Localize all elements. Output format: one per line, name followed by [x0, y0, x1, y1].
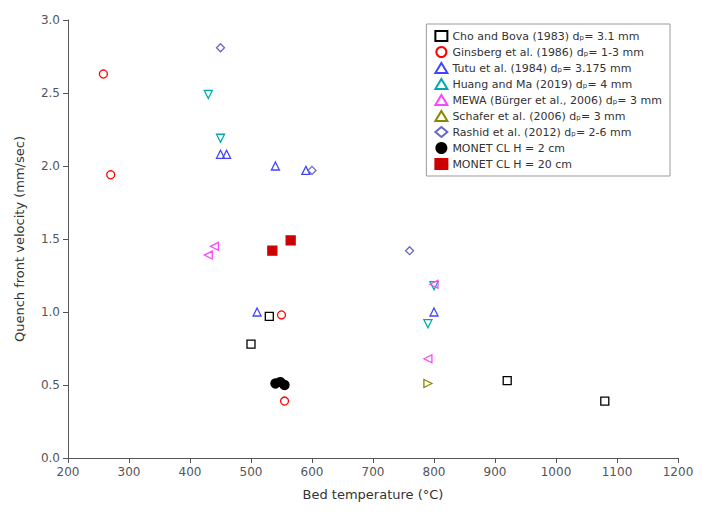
svg-text:MONET CL H = 2 cm: MONET CL H = 2 cm — [452, 142, 565, 155]
svg-text:1000: 1000 — [541, 465, 572, 479]
svg-text:700: 700 — [362, 465, 385, 479]
svg-text:2.0: 2.0 — [41, 159, 60, 173]
svg-text:Tutu et al. (1984) dₚ= 3.175 m: Tutu et al. (1984) dₚ= 3.175 mm — [451, 62, 631, 75]
svg-text:MONET CL H = 20 cm: MONET CL H = 20 cm — [452, 158, 572, 171]
svg-text:1.0: 1.0 — [41, 305, 60, 319]
svg-text:1100: 1100 — [602, 465, 633, 479]
svg-text:1200: 1200 — [663, 465, 694, 479]
svg-text:500: 500 — [240, 465, 263, 479]
svg-text:Schafer et al. (2006) dₚ= 3 mm: Schafer et al. (2006) dₚ= 3 mm — [452, 110, 625, 123]
svg-text:1.5: 1.5 — [41, 232, 60, 246]
svg-text:900: 900 — [484, 465, 507, 479]
svg-text:Huang and Ma (2019) dₚ= 4 mm: Huang and Ma (2019) dₚ= 4 mm — [452, 78, 632, 91]
svg-text:300: 300 — [118, 465, 141, 479]
svg-text:0.5: 0.5 — [41, 378, 60, 392]
svg-text:Bed temperature (°C): Bed temperature (°C) — [303, 487, 444, 502]
svg-text:Quench front velocity (mm/sec): Quench front velocity (mm/sec) — [12, 136, 27, 342]
svg-text:3.0: 3.0 — [41, 13, 60, 27]
svg-text:600: 600 — [301, 465, 324, 479]
svg-text:400: 400 — [179, 465, 202, 479]
svg-text:800: 800 — [423, 465, 446, 479]
svg-text:Cho and Bova (1983) dₚ= 3.1 mm: Cho and Bova (1983) dₚ= 3.1 mm — [452, 30, 639, 43]
svg-text:200: 200 — [57, 465, 80, 479]
svg-text:Ginsberg et al. (1986) dₚ= 1-3: Ginsberg et al. (1986) dₚ= 1-3 mm — [452, 46, 644, 59]
svg-text:Rashid et al. (2012) dₚ= 2-6 m: Rashid et al. (2012) dₚ= 2-6 mm — [452, 126, 631, 139]
svg-text:2.5: 2.5 — [41, 86, 60, 100]
svg-text:0.0: 0.0 — [41, 451, 60, 465]
svg-text:MEWA (Bürger et al., 2006) dₚ=: MEWA (Bürger et al., 2006) dₚ= 3 mm — [452, 94, 662, 107]
